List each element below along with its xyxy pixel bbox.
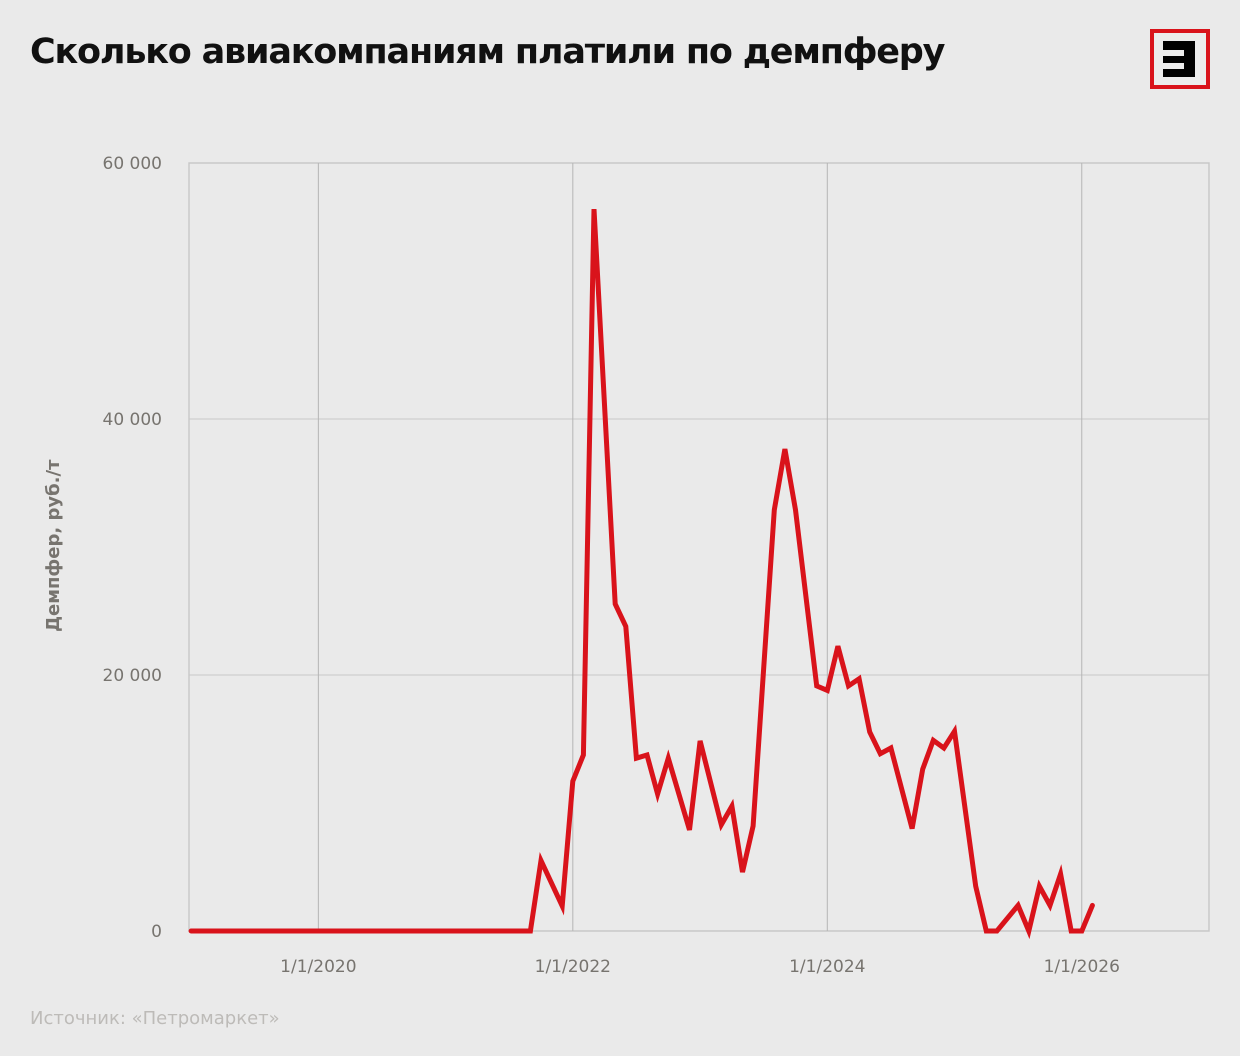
y-tick-label: 0 [151,922,162,942]
y-axis-label: Демпфер, руб./т [43,459,64,632]
x-tick-label: 1/1/2020 [280,957,356,977]
damper-series-line [188,208,1095,940]
x-tick-label: 1/1/2022 [535,957,611,977]
y-axis-ticks: 0 20 000 40 000 60 000 [103,154,162,942]
chart-title: Сколько авиакомпаниям платили по демпфер… [30,32,945,72]
source-note: Источник: «Петромаркет» [30,1008,280,1029]
x-axis-ticks: 1/1/2020 1/1/2022 1/1/2024 1/1/2026 [280,957,1120,977]
kommersant-logo-icon [1150,29,1210,89]
y-tick-label: 40 000 [103,410,162,430]
x-tick-label: 1/1/2024 [789,957,865,977]
y-tick-label: 20 000 [103,666,162,686]
x-tick-label: 1/1/2026 [1044,957,1120,977]
y-tick-label: 60 000 [103,154,162,174]
chart-grid [188,162,1210,932]
